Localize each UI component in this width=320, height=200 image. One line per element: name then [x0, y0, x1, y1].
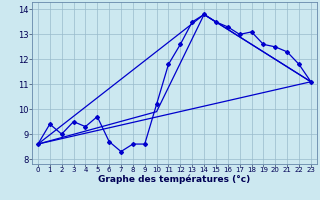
X-axis label: Graphe des températures (°c): Graphe des températures (°c): [98, 175, 251, 184]
